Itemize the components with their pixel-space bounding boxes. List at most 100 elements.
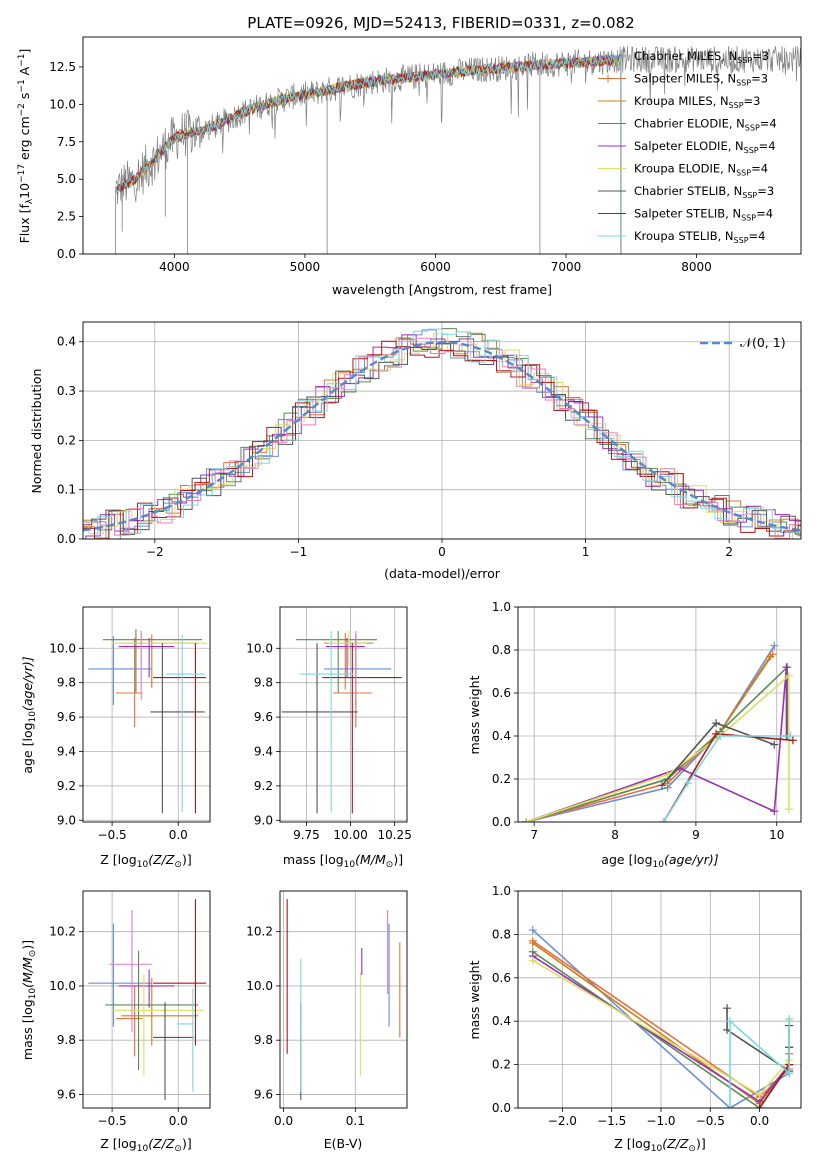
age-vs-metallicity-panel: −0.5 0.09.09.29.49.69.810.0Z [log10(Z/Z⊙)… bbox=[20, 606, 211, 870]
y-tick-label: 0.8 bbox=[492, 927, 511, 941]
y-axis-label-part: 10 bbox=[28, 711, 38, 723]
axes-frame bbox=[82, 606, 211, 823]
y-tick-label: 9.6 bbox=[254, 1087, 273, 1101]
y-tick-label: 9.6 bbox=[57, 1087, 76, 1101]
legend-sub: SSP bbox=[744, 146, 759, 155]
errorbar-point bbox=[102, 629, 203, 693]
x-axis-label-part: )] bbox=[696, 1136, 706, 1151]
series-marker bbox=[726, 1017, 735, 1026]
legend-suffix: =3 bbox=[751, 72, 768, 86]
series-marker bbox=[784, 805, 793, 814]
errorbar-point bbox=[295, 631, 378, 693]
y-axis-label-part: (M/M bbox=[20, 957, 35, 988]
series-marker bbox=[723, 1004, 732, 1013]
x-axis-label: wavelength [Angstrom, rest frame] bbox=[332, 282, 552, 297]
legend-entry: Salpeter STELIB, NSSP=4 bbox=[598, 207, 773, 223]
legend-gauss-label: 𝒩(0, 1) bbox=[740, 335, 786, 350]
y-tick-label: 7.5 bbox=[57, 135, 76, 149]
legend-marker bbox=[604, 52, 612, 60]
legend-name: Kroupa MILES, N bbox=[634, 94, 729, 108]
model-spectrum bbox=[115, 54, 622, 195]
legend-name: Chabrier ELODIE, N bbox=[634, 117, 745, 131]
y-tick-label: 9.4 bbox=[57, 744, 76, 758]
axes-frame bbox=[82, 36, 802, 255]
x-axis-label-part: age [log bbox=[601, 852, 652, 867]
x-axis-label: Z [log10(Z/Z⊙)] bbox=[100, 1136, 191, 1154]
y-tick-label: 10.0 bbox=[49, 979, 76, 993]
errorbar-point bbox=[113, 975, 204, 1076]
series-marker bbox=[770, 641, 779, 650]
axes-frame bbox=[279, 890, 408, 1109]
x-axis-label-part: 10 bbox=[137, 1144, 149, 1154]
y-tick-label: 10.0 bbox=[246, 979, 273, 993]
mass-vs-ebv-panel: 0.0 0.1 9.6 9.8 10.0 10.2 E(B-V) bbox=[246, 890, 408, 1151]
x-tick-label: −0.5 bbox=[98, 828, 127, 842]
plot-area bbox=[115, 46, 801, 254]
x-axis-label-part: Z [log bbox=[100, 852, 136, 867]
y-axis-label-part: −2 bbox=[17, 103, 27, 116]
x-axis-label-part: )] bbox=[182, 1136, 192, 1151]
y-tick-label: 0.0 bbox=[57, 247, 76, 261]
series-marker bbox=[770, 807, 779, 816]
y-axis-label-part: ⊙ bbox=[28, 950, 38, 958]
y-tick-label: 1.0 bbox=[492, 884, 511, 898]
y-tick-label: 9.8 bbox=[57, 676, 76, 690]
legend-label: Chabrier ELODIE, NSSP=4 bbox=[634, 117, 777, 133]
axes-frame bbox=[517, 606, 802, 823]
x-axis-label: E(B-V) bbox=[324, 1136, 363, 1151]
legend-sub: SSP bbox=[736, 169, 751, 178]
legend-marker bbox=[604, 74, 612, 83]
series-marker bbox=[716, 732, 725, 740]
gaussian-curve bbox=[83, 341, 801, 532]
x-axis-label-part: ⊙ bbox=[386, 860, 394, 870]
x-tick-label: −2.0 bbox=[548, 1114, 577, 1128]
errorbar-point bbox=[109, 909, 152, 1033]
y-tick-label: 9.8 bbox=[254, 1033, 273, 1047]
model-spectrum bbox=[115, 54, 622, 195]
x-tick-label: 0.0 bbox=[169, 828, 188, 842]
x-axis-label: Z [log10(Z/Z⊙)] bbox=[100, 852, 191, 870]
errorbar-point bbox=[281, 643, 358, 814]
y-tick-label: 0.2 bbox=[492, 772, 511, 786]
y-axis-label: mass weight bbox=[467, 960, 482, 1039]
x-tick-label: 2 bbox=[725, 545, 733, 559]
y-tick-label: 0.3 bbox=[57, 384, 76, 398]
y-tick-label: 10.2 bbox=[246, 925, 273, 939]
y-tick-label: 0.4 bbox=[492, 729, 511, 743]
y-tick-label: 9.0 bbox=[254, 813, 273, 827]
y-axis-label-part: erg cm bbox=[17, 116, 32, 164]
legend-label: Kroupa MILES, NSSP=3 bbox=[634, 94, 760, 110]
series-marker bbox=[528, 956, 537, 965]
errorbar-point bbox=[299, 631, 355, 812]
legend-suffix: =4 bbox=[756, 207, 773, 221]
series-marker bbox=[755, 1090, 764, 1099]
y-tick-label: 9.2 bbox=[57, 779, 76, 793]
series-line bbox=[729, 1019, 790, 1108]
axes-frame bbox=[517, 890, 802, 1109]
x-axis-label-part: 10 bbox=[653, 860, 665, 870]
x-tick-label: 5000 bbox=[290, 260, 321, 274]
series-marker bbox=[712, 719, 721, 728]
errorbar-point bbox=[150, 643, 205, 814]
x-axis-label-part: (Z/Z bbox=[148, 1136, 175, 1151]
legend-suffix: =3 bbox=[752, 49, 769, 63]
legend-name: Kroupa ELODIE, N bbox=[634, 162, 736, 176]
y-tick-label: 0.6 bbox=[492, 686, 511, 700]
x-tick-label: −0.5 bbox=[98, 1114, 127, 1128]
series-marker bbox=[522, 818, 531, 822]
series-line bbox=[525, 645, 775, 822]
legend-suffix: =3 bbox=[757, 184, 774, 198]
y-axis-label: mass weight bbox=[467, 675, 482, 754]
legend-label: Kroupa ELODIE, NSSP=4 bbox=[634, 162, 768, 178]
y-tick-label: 0.8 bbox=[492, 643, 511, 657]
y-axis-label-part: mass [log bbox=[20, 999, 35, 1060]
y-axis-label-part: −17 bbox=[17, 164, 27, 183]
y-tick-label: 0.0 bbox=[57, 532, 76, 546]
plot-area bbox=[286, 899, 401, 1100]
legend-sub: SSP bbox=[742, 191, 757, 200]
legend-label: Salpeter MILES, NSSP=3 bbox=[634, 72, 768, 88]
legend-entry: Salpeter ELODIE, NSSP=4 bbox=[598, 139, 776, 155]
model-spectrum bbox=[115, 55, 622, 192]
legend-sub: SSP bbox=[737, 56, 752, 65]
x-tick-label: 10 bbox=[769, 828, 784, 842]
